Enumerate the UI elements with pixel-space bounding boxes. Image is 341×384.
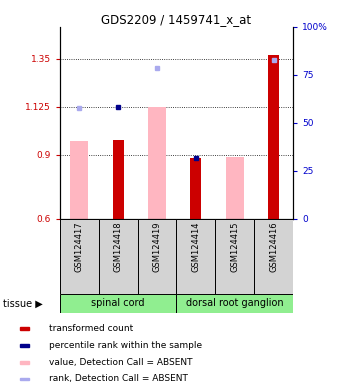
Text: percentile rank within the sample: percentile rank within the sample: [49, 341, 203, 350]
Title: GDS2209 / 1459741_x_at: GDS2209 / 1459741_x_at: [101, 13, 252, 26]
Bar: [216, 219, 254, 294]
Bar: [20, 377, 29, 380]
Bar: [177, 294, 293, 313]
Text: GSM124415: GSM124415: [231, 221, 239, 271]
Bar: [60, 219, 99, 294]
Text: dorsal root ganglion: dorsal root ganglion: [186, 298, 284, 308]
Bar: [226, 157, 243, 219]
Bar: [70, 141, 88, 219]
Bar: [268, 55, 279, 219]
Text: GSM124416: GSM124416: [269, 221, 278, 272]
Text: tissue ▶: tissue ▶: [3, 298, 43, 308]
Text: spinal cord: spinal cord: [91, 298, 145, 308]
Text: transformed count: transformed count: [49, 324, 134, 333]
Bar: [20, 361, 29, 364]
Bar: [148, 107, 166, 219]
Bar: [191, 158, 202, 219]
Bar: [177, 219, 216, 294]
Text: GSM124414: GSM124414: [191, 221, 201, 271]
Text: rank, Detection Call = ABSENT: rank, Detection Call = ABSENT: [49, 374, 188, 384]
Text: GSM124417: GSM124417: [75, 221, 84, 272]
Bar: [60, 294, 177, 313]
Bar: [254, 219, 293, 294]
Text: GSM124418: GSM124418: [114, 221, 122, 272]
Bar: [20, 344, 29, 347]
Text: value, Detection Call = ABSENT: value, Detection Call = ABSENT: [49, 358, 193, 367]
Text: GSM124419: GSM124419: [152, 221, 162, 271]
Bar: [20, 327, 29, 330]
Bar: [113, 140, 123, 219]
Bar: [137, 219, 177, 294]
Bar: [99, 219, 137, 294]
